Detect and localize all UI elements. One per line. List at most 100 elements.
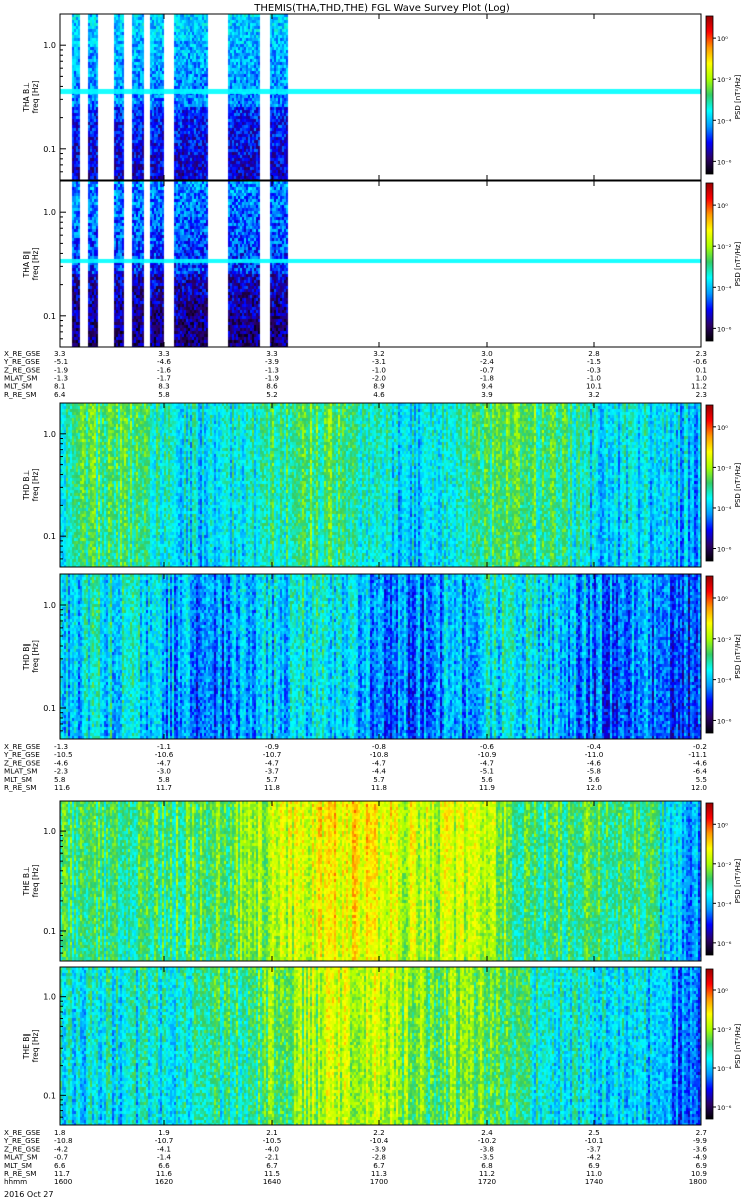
ephemeris-value: -9.9: [693, 1136, 707, 1145]
ephemeris-value: 1700: [370, 1177, 389, 1186]
ephemeris-value: -3.7: [265, 767, 279, 776]
y-tick-label: 0.1: [43, 927, 56, 936]
ephemeris-row-label: Z_RE_GSE: [4, 758, 41, 767]
ephemeris-value: -1.4: [157, 1153, 171, 1162]
ephemeris-value: 11.2: [479, 1169, 495, 1178]
spectrogram-image: [60, 574, 701, 739]
ephemeris-value: 1.8: [54, 1128, 66, 1137]
spectrogram-panel: 1.0 0.1 THA B⊥ freq [Hz] 10⁰ 10⁻² 10⁻⁴ 10⁻⁶ PSD …: [22, 13, 742, 181]
panel-frame: [59, 573, 702, 740]
spectrogram-image: [60, 801, 701, 961]
colorbar-tick-label: 10⁰: [717, 202, 728, 210]
figure-title: THEMIS(THA,THD,THE) FGL Wave Survey Plot…: [253, 3, 510, 14]
spectrogram-panel: 1.0 0.1 THA B∥ freq [Hz] 10⁰ 10⁻² 10⁻⁴ 10⁻⁶ PSD …: [22, 180, 742, 348]
y-tick-label: 0.1: [43, 1091, 56, 1100]
y-axis-label: THE B⊥: [22, 866, 31, 896]
ephemeris-value: -2.4: [480, 357, 494, 366]
date-label: 2016 Oct 27: [4, 1190, 53, 1199]
ephemeris-value: 11.6: [54, 783, 70, 792]
colorbar-tick-label: 10⁻⁶: [717, 717, 732, 725]
ephemeris-value: -4.2: [587, 1153, 601, 1162]
colorbar: [705, 15, 714, 175]
spectrogram-image: [60, 181, 701, 347]
colorbar-tick-label: 10⁻⁶: [717, 325, 732, 333]
ephemeris-row-label: X_RE_GSE: [4, 349, 41, 358]
ephemeris-value: -3.9: [372, 1144, 386, 1153]
ephemeris-value: 11.8: [371, 783, 387, 792]
colorbar-tick-label: 10⁻²: [717, 636, 732, 644]
y-axis-label: THD B⊥: [22, 470, 31, 501]
ephemeris-value: -0.6: [693, 357, 707, 366]
ephemeris-value: 6.6: [158, 1161, 170, 1170]
ephemeris-value: 6.7: [266, 1161, 277, 1170]
ephemeris-value: -4.6: [693, 758, 707, 767]
ephemeris-value: -2.3: [54, 767, 68, 776]
colorbar-tick-label: 10⁻²: [717, 464, 732, 472]
ephemeris-value: 11.7: [54, 1169, 70, 1178]
colorbar-tick-label: 10⁻⁴: [717, 900, 732, 908]
ephemeris-row-label: Y_RE_GSE: [3, 1136, 40, 1145]
ephemeris-row-label: MLT_SM: [4, 775, 32, 784]
y-tick-label: 0.1: [43, 704, 56, 713]
colorbar-label: PSD [nT²/Hz]: [734, 858, 742, 903]
ephemeris-value: -5.1: [54, 357, 68, 366]
ephemeris-value: -10.7: [263, 750, 282, 759]
ephemeris-value: 3.3: [54, 349, 65, 358]
colorbar: [705, 404, 714, 562]
ephemeris-value: -10.9: [478, 750, 497, 759]
ephemeris-value: -0.2: [693, 742, 707, 751]
ephemeris-value: -1.9: [265, 374, 279, 383]
ephemeris-row-label: MLT_SM: [4, 1161, 32, 1170]
ephemeris-value: 8.6: [266, 382, 278, 391]
ephemeris-value: -0.7: [54, 1153, 68, 1162]
ephemeris-value: -3.1: [372, 357, 386, 366]
ephemeris-value: 10.9: [691, 1169, 707, 1178]
ephemeris-value: 1.9: [158, 1128, 170, 1137]
y-tick-label: 0.1: [43, 532, 56, 541]
panel-frame: [59, 180, 702, 348]
ephemeris-row-label: X_RE_GSE: [4, 1128, 41, 1137]
ephemeris-value: 1620: [155, 1177, 174, 1186]
ephemeris-value: 8.9: [373, 382, 385, 391]
ephemeris-value: -3.0: [157, 767, 171, 776]
ephemeris-value: 2.3: [696, 390, 707, 399]
y-axis-label: freq [Hz]: [31, 81, 40, 114]
ephemeris-value: 2.1: [266, 1128, 277, 1137]
ephemeris-value: -1.0: [587, 374, 601, 383]
colorbar-tick-label: 10⁻⁶: [717, 158, 732, 166]
y-tick-label: 0.1: [43, 145, 56, 154]
panel-frame: [59, 800, 702, 962]
y-tick-label: 1.0: [43, 601, 56, 610]
colorbar-tick-label: 10⁰: [717, 35, 728, 43]
colorbar-label: PSD [nT²/Hz]: [734, 1023, 742, 1068]
ephemeris-value: -10.7: [155, 1136, 174, 1145]
ephemeris-value: -0.8: [372, 742, 386, 751]
ephemeris-value: 5.8: [54, 775, 66, 784]
ephemeris-row-label: MLT_SM: [4, 382, 32, 391]
ephemeris-value: 5.7: [373, 775, 384, 784]
ephemeris-value: 1720: [478, 1177, 497, 1186]
ephemeris-value: 6.4: [54, 390, 66, 399]
ephemeris-value: -4.6: [54, 758, 68, 767]
ephemeris-value: 6.6: [54, 1161, 66, 1170]
panel-frame: [59, 13, 702, 181]
ephemeris-value: -2.1: [265, 1153, 279, 1162]
colorbar: [705, 802, 714, 956]
ephemeris-row-label: R_RE_SM: [4, 1169, 36, 1178]
ephemeris-table: X_RE_GSE 1.8 1.9 2.1 2.2 2.4 2.5 2.7 Y_RE_GSE -10…: [3, 1128, 707, 1186]
ephemeris-value: -3.8: [480, 1144, 494, 1153]
ephemeris-value: 3.3: [266, 349, 277, 358]
ephemeris-value: -1.6: [157, 365, 171, 374]
ephemeris-value: -4.4: [372, 767, 386, 776]
colorbar-tick-label: 10⁻⁶: [717, 546, 732, 554]
spectrogram-panel: 1.0 0.1 THD B∥ freq [Hz] 10⁰ 10⁻² 10⁻⁴ 10⁻⁶ PSD …: [22, 573, 742, 740]
ephemeris-value: 11.3: [371, 1169, 387, 1178]
colorbar-label: PSD [nT²/Hz]: [734, 241, 742, 286]
ephemeris-value: -3.7: [587, 1144, 601, 1153]
ephemeris-value: -10.8: [54, 1136, 73, 1145]
ephemeris-value: -4.7: [265, 758, 279, 767]
y-tick-label: 1.0: [43, 827, 56, 836]
ephemeris-value: 11.6: [156, 1169, 172, 1178]
